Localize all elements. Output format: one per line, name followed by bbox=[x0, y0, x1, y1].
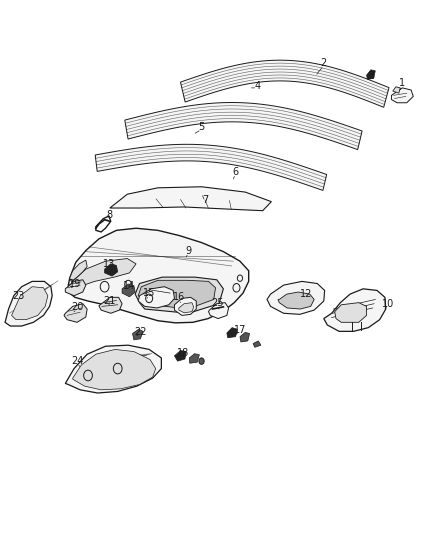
Text: 15: 15 bbox=[143, 288, 155, 298]
Text: 1: 1 bbox=[399, 78, 406, 88]
Text: 13: 13 bbox=[103, 260, 115, 269]
Polygon shape bbox=[68, 228, 249, 323]
Text: 23: 23 bbox=[12, 291, 25, 301]
Polygon shape bbox=[324, 289, 386, 332]
Text: 3: 3 bbox=[368, 71, 374, 81]
Polygon shape bbox=[12, 287, 48, 320]
Polygon shape bbox=[5, 281, 52, 326]
Text: 6: 6 bbox=[233, 167, 239, 177]
Polygon shape bbox=[122, 284, 135, 297]
Polygon shape bbox=[174, 351, 186, 361]
Polygon shape bbox=[65, 345, 161, 393]
Polygon shape bbox=[189, 354, 199, 364]
Text: 25: 25 bbox=[211, 297, 223, 308]
Polygon shape bbox=[95, 144, 327, 190]
Text: 2: 2 bbox=[321, 59, 327, 68]
Text: 22: 22 bbox=[134, 327, 147, 337]
Polygon shape bbox=[179, 303, 194, 313]
Text: 17: 17 bbox=[234, 325, 246, 335]
Text: 20: 20 bbox=[71, 302, 83, 312]
Polygon shape bbox=[65, 280, 86, 296]
Polygon shape bbox=[138, 287, 174, 308]
Polygon shape bbox=[105, 264, 118, 276]
Polygon shape bbox=[227, 328, 237, 338]
Text: 5: 5 bbox=[198, 122, 205, 132]
Polygon shape bbox=[70, 260, 87, 281]
Polygon shape bbox=[73, 350, 155, 390]
Polygon shape bbox=[367, 70, 375, 79]
Polygon shape bbox=[392, 88, 413, 103]
Text: 4: 4 bbox=[254, 81, 261, 91]
Polygon shape bbox=[335, 303, 367, 322]
Polygon shape bbox=[393, 87, 400, 93]
Polygon shape bbox=[138, 280, 215, 309]
Text: 18: 18 bbox=[177, 348, 189, 358]
Polygon shape bbox=[133, 329, 143, 340]
Text: 10: 10 bbox=[382, 298, 395, 309]
Polygon shape bbox=[253, 341, 261, 348]
Text: 16: 16 bbox=[173, 292, 185, 302]
Text: 24: 24 bbox=[71, 356, 83, 366]
Text: 21: 21 bbox=[104, 295, 116, 305]
Polygon shape bbox=[99, 297, 122, 313]
Polygon shape bbox=[278, 292, 314, 309]
Polygon shape bbox=[180, 60, 389, 107]
Polygon shape bbox=[208, 303, 229, 319]
Polygon shape bbox=[240, 333, 250, 342]
Polygon shape bbox=[125, 102, 362, 150]
Polygon shape bbox=[110, 187, 272, 211]
Circle shape bbox=[199, 358, 204, 365]
Text: 9: 9 bbox=[185, 246, 191, 255]
Text: 8: 8 bbox=[106, 211, 112, 221]
Text: 7: 7 bbox=[202, 195, 208, 205]
Polygon shape bbox=[174, 297, 196, 316]
Polygon shape bbox=[71, 259, 136, 287]
Text: 12: 12 bbox=[300, 289, 312, 299]
Polygon shape bbox=[267, 281, 325, 314]
Polygon shape bbox=[64, 304, 87, 322]
Text: 14: 14 bbox=[124, 281, 136, 290]
Polygon shape bbox=[135, 277, 223, 313]
Text: 19: 19 bbox=[69, 279, 81, 288]
